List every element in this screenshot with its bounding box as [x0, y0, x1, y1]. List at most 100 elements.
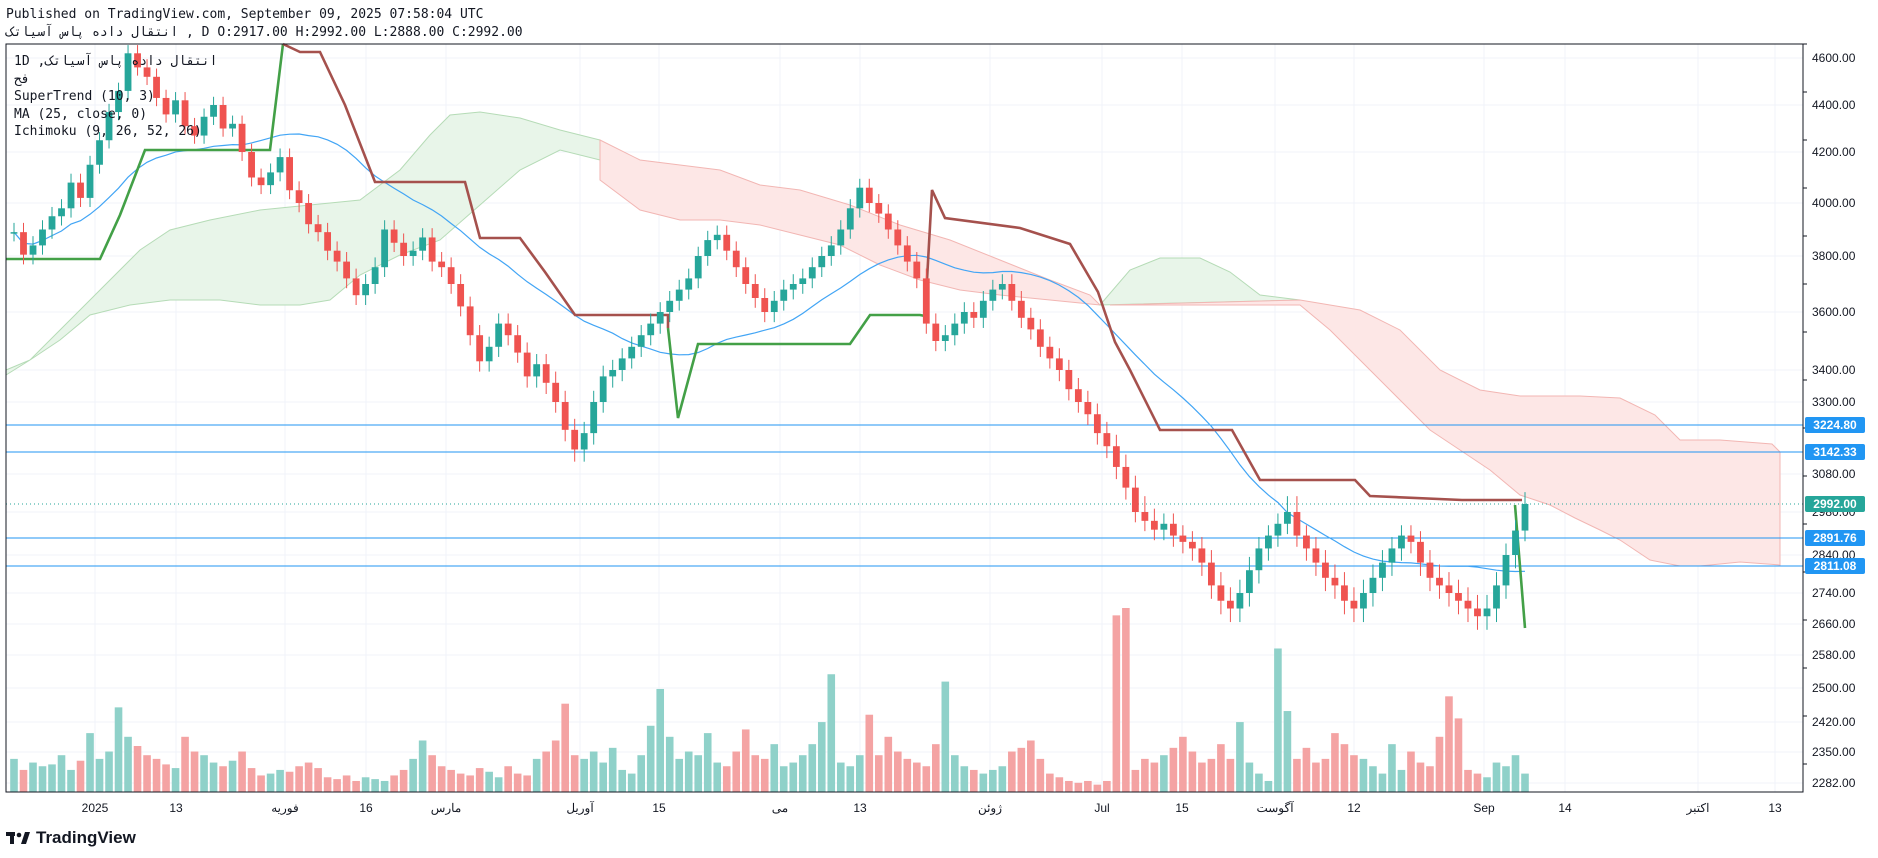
candle-body — [1369, 577, 1377, 593]
candle-body — [1103, 433, 1111, 447]
volume-bar — [475, 768, 484, 792]
volume-bar — [694, 755, 703, 792]
volume-bar — [513, 773, 522, 792]
publish-info: Published on TradingView.com, September … — [6, 7, 484, 22]
volume-bars — [10, 608, 1529, 792]
ma-line — [13, 133, 1526, 573]
volume-bar — [1198, 762, 1206, 792]
candle-body — [1198, 548, 1206, 563]
legend-ichimoku[interactable]: Ichimoku (9, 26, 52, 26) — [14, 124, 202, 139]
candle-body — [1017, 300, 1025, 318]
volume-bar — [646, 725, 655, 792]
candle-body — [153, 76, 160, 98]
candle-body — [1265, 535, 1272, 549]
volume-bar — [437, 766, 446, 792]
candle-body — [191, 126, 198, 136]
candle-body — [599, 376, 607, 402]
candle-body — [742, 267, 750, 284]
volume-bar — [1483, 777, 1491, 792]
candle-body — [1379, 562, 1386, 578]
candle-body — [1179, 535, 1187, 542]
x-tick-label: ژوئن — [978, 801, 1002, 815]
candle-body — [371, 267, 379, 284]
volume-bar — [1378, 773, 1387, 792]
volume-bar — [599, 762, 607, 792]
volume-bar — [893, 751, 902, 792]
candle-body — [808, 267, 816, 279]
volume-bar — [209, 762, 218, 792]
y-tick-label: 2740.00 — [1812, 586, 1856, 600]
volume-bar — [314, 768, 322, 792]
volume-bar — [1331, 733, 1339, 792]
y-tick-label: 2660.00 — [1812, 617, 1856, 631]
candle-body — [732, 250, 740, 268]
candle-body — [1112, 446, 1120, 467]
candle-body — [1388, 548, 1396, 563]
candle-body — [685, 278, 693, 290]
volume-bar — [523, 775, 531, 792]
candle-body — [1464, 600, 1472, 609]
volume-bar — [86, 733, 94, 792]
volume-bar — [228, 760, 237, 792]
candle-body — [181, 100, 189, 127]
candle-body — [780, 289, 788, 301]
legend-supertrend[interactable]: SuperTrend (10, 3) — [14, 89, 155, 104]
volume-bar — [143, 755, 151, 792]
volume-bar — [1084, 780, 1092, 792]
candle-body — [1312, 548, 1320, 563]
volume-bar — [67, 769, 75, 792]
candle-body — [352, 278, 360, 296]
cloud-bullish — [1098, 257, 1301, 306]
candle-body — [514, 335, 522, 353]
volume-bar — [580, 758, 588, 792]
volume-bar — [1264, 780, 1273, 792]
candle-body — [1169, 523, 1177, 536]
volume-bar — [418, 740, 427, 792]
volume-bar — [485, 771, 493, 792]
volume-bar — [960, 766, 969, 792]
supertrend-up — [1513, 504, 1527, 629]
candle-body — [998, 284, 1006, 290]
candle-body — [571, 429, 579, 450]
candle-body — [1255, 548, 1263, 571]
price-labels: 3224.80 3142.33 2992.00 2891.76 2811.08 — [1805, 417, 1865, 574]
volume-bar — [1359, 758, 1368, 792]
candle-body — [1521, 504, 1529, 531]
y-tick-label: 2350.00 — [1812, 745, 1856, 759]
y-tick-label: 3300.00 — [1812, 395, 1856, 409]
volume-bar — [1283, 711, 1292, 792]
price-label-bg — [1805, 417, 1865, 433]
candle-body — [343, 261, 351, 279]
candle-body — [476, 335, 484, 362]
cloud-bearish — [1109, 299, 1781, 567]
candle-body — [1331, 577, 1339, 586]
candle-body — [1274, 523, 1282, 536]
x-tick-label: Sep — [1473, 801, 1495, 815]
candle-body — [438, 261, 446, 268]
volume-bar — [912, 762, 921, 792]
volume-bar — [713, 762, 722, 792]
candle-body — [1236, 593, 1244, 609]
volume-bar — [494, 777, 503, 792]
price-label-bg — [1805, 496, 1865, 512]
y-tick-label: 4000.00 — [1812, 196, 1856, 210]
volume-bar — [1074, 782, 1083, 792]
volume-bar — [409, 758, 417, 792]
candle-body — [875, 203, 883, 214]
y-tick-label: 4400.00 — [1812, 98, 1856, 112]
volume-bar — [932, 744, 940, 792]
supertrend-down — [923, 189, 1522, 502]
volume-bar — [371, 779, 379, 792]
candle-body — [865, 187, 873, 203]
candle-body — [1084, 402, 1092, 415]
legend-ma[interactable]: MA (25, close, 0) — [14, 106, 148, 122]
volume-bar — [855, 755, 864, 792]
candle-body — [1027, 317, 1035, 330]
candle-body — [941, 335, 949, 341]
candle-body — [884, 213, 892, 230]
volume-bar — [181, 736, 189, 792]
volume-bar — [428, 755, 436, 792]
candle-body — [1008, 284, 1016, 301]
y-tick-label: 3800.00 — [1812, 249, 1856, 263]
